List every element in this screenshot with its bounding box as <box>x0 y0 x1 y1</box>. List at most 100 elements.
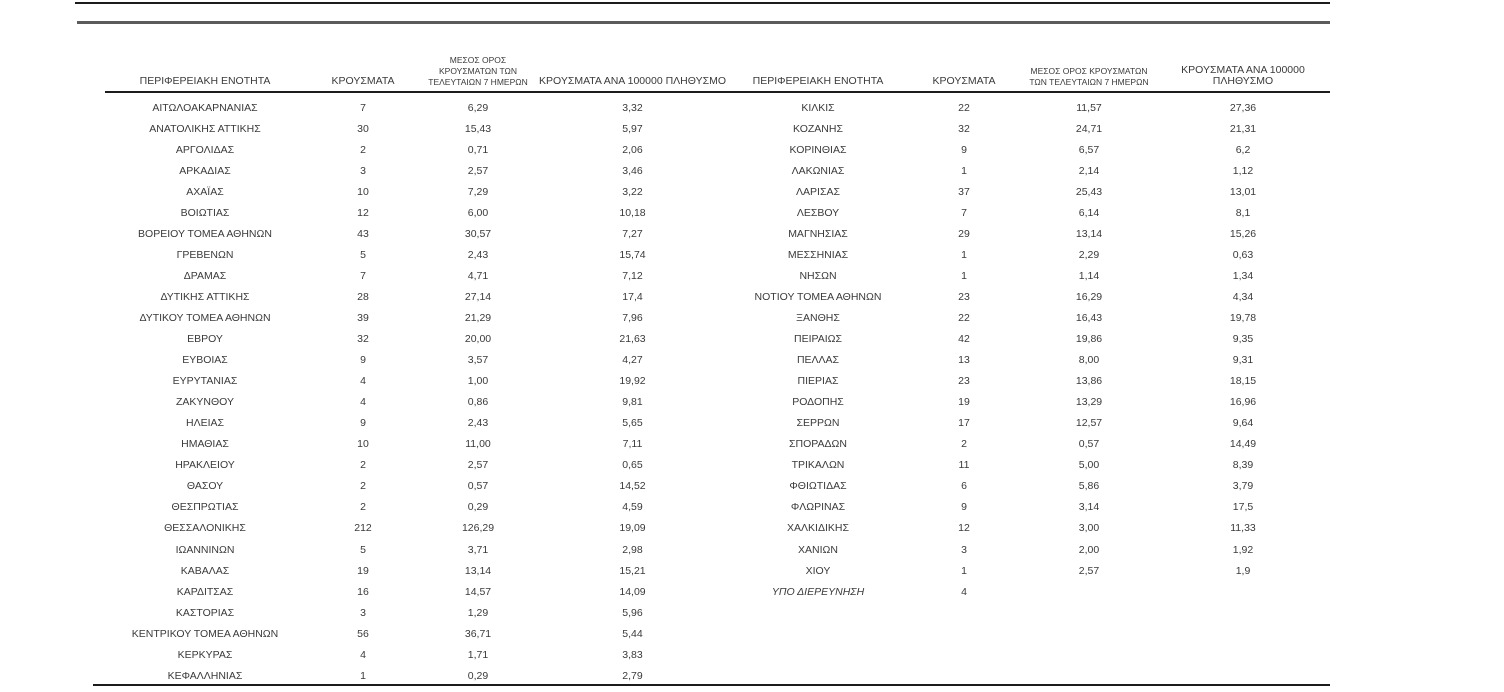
cell-per100k: 5,44 <box>622 627 643 640</box>
cell-cases: 2 <box>961 438 967 451</box>
table-row: ΕΒΡΟΥ 32 20,00 21,63 <box>105 329 730 350</box>
cell-region: ΘΕΣΠΡΩΤΙΑΣ <box>171 501 239 514</box>
table-row: ΠΕΙΡΑΙΩΣ 42 19,86 9,35 <box>730 329 1330 350</box>
table-row: ΑΧΑΪΑΣ 10 7,29 3,22 <box>105 181 730 202</box>
cell-region: ΚΑΒΑΛΑΣ <box>180 564 230 577</box>
column-header-per100k: ΚΡΟΥΣΜΑΤΑ ΑΝΑ 100000 ΠΛΗΘΥΣΜΟ <box>1181 63 1305 88</box>
cell-per100k: 5,65 <box>622 417 643 430</box>
cell-region: ΓΡΕΒΕΝΩΝ <box>176 248 234 261</box>
table-row: ΑΡΓΟΛΙΔΑΣ 2 0,71 2,06 <box>105 139 730 160</box>
cell-cases: 56 <box>357 627 369 640</box>
table-row: ΡΟΔΟΠΗΣ 19 13,29 16,96 <box>730 392 1330 413</box>
cell-avg7: 0,29 <box>467 669 489 682</box>
table-row: ΗΛΕΙΑΣ 9 2,43 5,65 <box>105 413 730 434</box>
table-row: ΛΕΣΒΟΥ 7 6,14 8,1 <box>730 202 1330 223</box>
cell-avg7: 0,86 <box>467 396 489 409</box>
table-row: ΦΘΙΩΤΙΔΑΣ 6 5,86 3,79 <box>730 476 1330 497</box>
cell-avg7: 2,57 <box>467 164 489 177</box>
cell-region: ΘΕΣΣΑΛΟΝΙΚΗΣ <box>164 522 246 535</box>
cell-avg7: 8,00 <box>1078 354 1100 367</box>
cell-cases: 11 <box>958 459 970 472</box>
cell-avg7: 5,86 <box>1078 480 1100 493</box>
table-row: ΝΗΣΩΝ 1 1,14 1,34 <box>730 265 1330 286</box>
cell-per100k: 7,96 <box>622 311 643 324</box>
cell-avg7: 0,57 <box>1078 438 1100 451</box>
cell-cases: 2 <box>360 459 366 472</box>
cell-per100k: 19,09 <box>619 522 646 535</box>
table-row: ΗΡΑΚΛΕΙΟΥ 2 2,57 0,65 <box>105 455 730 476</box>
cell-cases: 43 <box>357 227 369 240</box>
table-row: ΣΠΟΡΑΔΩΝ 2 0,57 14,49 <box>730 434 1330 455</box>
cell-avg7: 1,29 <box>467 606 489 619</box>
table-row: ΘΕΣΠΡΩΤΙΑΣ 2 0,29 4,59 <box>105 497 730 518</box>
cell-avg7: 3,71 <box>467 543 489 556</box>
table-row: ΚΑΣΤΟΡΙΑΣ 3 1,29 5,96 <box>105 602 730 623</box>
cell-avg7: 2,57 <box>467 459 489 472</box>
cell-region: ΣΕΡΡΩΝ <box>796 417 840 430</box>
cell-per100k: 1,34 <box>1232 269 1254 282</box>
cell-region: ΔΥΤΙΚΟΥ ΤΟΜΕΑ ΑΘΗΝΩΝ <box>139 311 271 324</box>
table-row: ΕΥΡΥΤΑΝΙΑΣ 4 1,00 19,92 <box>105 371 730 392</box>
cell-per100k: 14,49 <box>1229 438 1257 451</box>
column-header-cases: ΚΡΟΥΣΜΑΤΑ <box>331 75 395 88</box>
cell-cases: 39 <box>357 311 369 324</box>
cell-cases: 1 <box>360 669 366 682</box>
column-header-region: ΠΕΡΙΦΕΡΕΙΑΚΗ ΕΝΟΤΗΤΑ <box>752 75 884 88</box>
cell-region: ΛΑΚΩΝΙΑΣ <box>791 164 845 177</box>
cell-per100k: 15,21 <box>619 564 646 577</box>
top-rule-thin <box>75 2 1330 4</box>
cell-per100k: 15,26 <box>1229 227 1257 240</box>
cell-cases: 2 <box>360 501 366 514</box>
cell-cases: 16 <box>357 585 369 598</box>
table-header-row: ΠΕΡΙΦΕΡΕΙΑΚΗ ΕΝΟΤΗΤΑ ΚΡΟΥΣΜΑΤΑ ΜΕΣΟΣ ΟΡΟ… <box>730 60 1330 91</box>
cell-cases: 19 <box>357 564 369 577</box>
cell-cases: 3 <box>360 606 366 619</box>
cell-cases: 7 <box>360 269 366 282</box>
cell-region: ΠΕΙΡΑΙΩΣ <box>794 333 842 346</box>
cell-avg7: 0,71 <box>467 143 489 156</box>
cell-per100k: 7,12 <box>622 269 643 282</box>
cell-cases: 1 <box>961 164 967 177</box>
cell-cases: 7 <box>961 206 967 219</box>
cell-cases: 30 <box>357 122 369 135</box>
cell-per100k: 9,35 <box>1232 333 1254 346</box>
cell-region: ΔΥΤΙΚΗΣ ΑΤΤΙΚΗΣ <box>160 290 250 303</box>
table-row: ΒΟΙΩΤΙΑΣ 12 6,00 10,18 <box>105 202 730 223</box>
column-header-avg7: ΜΕΣΟΣ ΟΡΟΣ ΚΡΟΥΣΜΑΤΩΝ ΤΩΝ ΤΕΛΕΥΤΑΙΩΝ 7 Η… <box>421 55 535 91</box>
cell-cases: 5 <box>360 248 366 261</box>
cell-region: ΜΑΓΝΗΣΙΑΣ <box>788 227 848 240</box>
cell-avg7: 6,14 <box>1078 206 1100 219</box>
cell-cases: 1 <box>961 269 967 282</box>
cell-per100k: 21,31 <box>1229 122 1257 135</box>
cell-region: ΧΑΛΚΙΔΙΚΗΣ <box>787 522 849 535</box>
table-row: ΜΑΓΝΗΣΙΑΣ 29 13,14 15,26 <box>730 223 1330 244</box>
cell-avg7: 19,86 <box>1075 333 1103 346</box>
cell-avg7: 126,29 <box>461 522 495 535</box>
cell-cases: 7 <box>360 101 366 114</box>
cell-per100k: 19,78 <box>1229 311 1257 324</box>
cell-per100k: 0,63 <box>1232 248 1254 261</box>
table-row: ΑΙΤΩΛΟΑΚΑΡΝΑΝΙΑΣ 7 6,29 3,32 <box>105 97 730 118</box>
cell-per100k: 9,31 <box>1232 354 1254 367</box>
table-row: ΖΑΚΥΝΘΟΥ 4 0,86 9,81 <box>105 392 730 413</box>
cell-cases: 3 <box>961 543 967 556</box>
cell-per100k: 9,64 <box>1232 417 1254 430</box>
column-header-avg7: ΜΕΣΟΣ ΟΡΟΣ ΚΡΟΥΣΜΑΤΩΝ ΤΩΝ ΤΕΛΕΥΤΑΙΩΝ 7 Η… <box>1022 66 1156 91</box>
table-header-row: ΠΕΡΙΦΕΡΕΙΑΚΗ ΕΝΟΤΗΤΑ ΚΡΟΥΣΜΑΤΑ ΜΕΣΟΣ ΟΡΟ… <box>105 55 730 91</box>
cell-per100k: 2,06 <box>622 143 643 156</box>
cell-avg7: 6,57 <box>1078 143 1100 156</box>
table-row: ΦΛΩΡΙΝΑΣ 9 3,14 17,5 <box>730 497 1330 518</box>
cell-avg7: 11,00 <box>465 438 491 451</box>
cell-per100k: 13,01 <box>1229 185 1257 198</box>
regional-cases-table-left: ΠΕΡΙΦΕΡΕΙΑΚΗ ΕΝΟΤΗΤΑ ΚΡΟΥΣΜΑΤΑ ΜΕΣΟΣ ΟΡΟ… <box>105 55 730 686</box>
cell-avg7: 36,71 <box>464 627 492 640</box>
cell-avg7: 2,43 <box>467 417 489 430</box>
cell-region: ΘΑΣΟΥ <box>186 480 224 493</box>
cell-cases: 23 <box>958 375 970 388</box>
cell-per100k: 8,39 <box>1232 459 1254 472</box>
cell-per100k: 14,52 <box>619 480 646 493</box>
table-row: ΣΕΡΡΩΝ 17 12,57 9,64 <box>730 413 1330 434</box>
cell-per100k: 4,27 <box>622 354 643 367</box>
cell-avg7: 2,14 <box>1078 164 1100 177</box>
